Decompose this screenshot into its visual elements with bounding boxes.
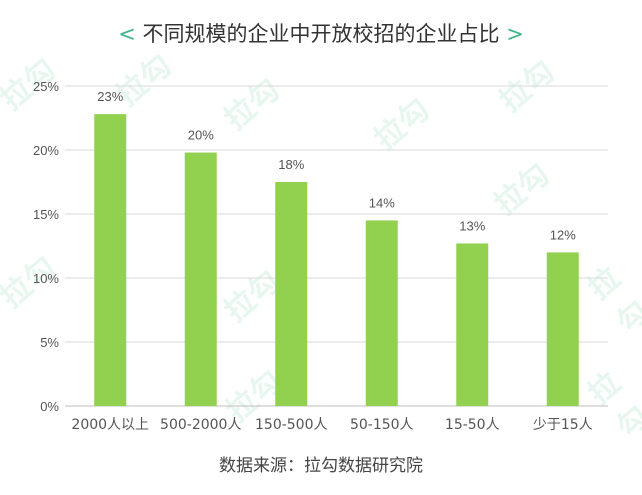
bar: [184, 152, 217, 406]
data-label: 14%: [369, 195, 395, 210]
data-label: 18%: [278, 157, 304, 172]
y-tick-label: 25%: [33, 79, 59, 94]
bar: [275, 182, 308, 406]
x-tick-label: 15-50人: [445, 417, 500, 433]
data-labels: 23% 20% 18% 14% 13% 12%: [97, 89, 576, 242]
bar: [546, 252, 579, 406]
chart-title: < 不同规模的企业中开放校招的企业占比 >: [0, 18, 642, 48]
y-tick-label: 10%: [33, 271, 59, 286]
y-tick-label: 5%: [40, 335, 59, 350]
bar: [456, 243, 489, 406]
y-tick-label: 20%: [33, 143, 59, 158]
x-tick-label: 150-500人: [255, 417, 328, 433]
y-axis-ticks: 0% 5% 10% 15% 20% 25%: [33, 79, 59, 414]
title-text: 不同规模的企业中开放校招的企业占比: [142, 22, 500, 46]
title-left-mark: <: [118, 22, 136, 46]
grid-lines: [65, 85, 608, 407]
x-axis-ticks: 2000人以上 500-2000人 150-500人 50-150人 15-50人 少于1…: [71, 417, 592, 433]
bar: [94, 114, 127, 406]
x-tick-label: 50-150人: [350, 417, 414, 433]
y-tick-label: 15%: [33, 207, 59, 222]
data-label: 20%: [188, 128, 214, 143]
y-tick-label: 0%: [40, 399, 59, 414]
bars: [94, 114, 579, 406]
data-label: 12%: [550, 227, 576, 242]
x-tick-label: 500-2000人: [160, 417, 241, 433]
x-tick-label: 2000人以上: [71, 417, 149, 433]
bar: [365, 220, 398, 406]
title-right-mark: >: [506, 22, 524, 46]
data-label: 23%: [97, 89, 123, 104]
data-label: 13%: [459, 218, 485, 233]
data-source-note: 数据来源：拉勾数据研究院: [219, 456, 423, 476]
x-tick-label: 少于15人: [533, 417, 593, 433]
